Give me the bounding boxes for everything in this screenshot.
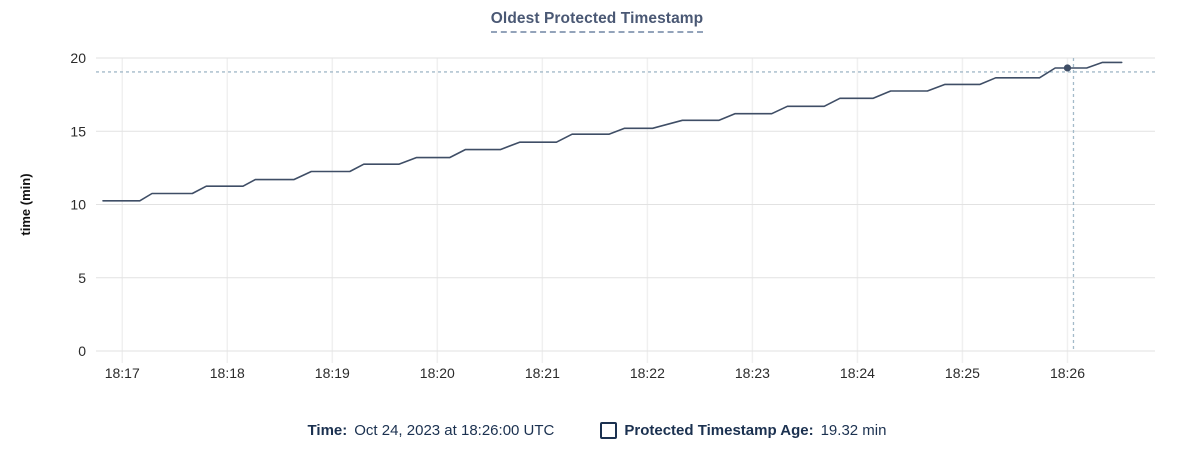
y-axis-tick-label: 10 [70,197,86,213]
x-axis-tick-label: 18:17 [105,365,140,381]
chart-footer-legend: Time: Oct 24, 2023 at 18:26:00 UTC Prote… [0,422,1194,439]
x-axis-tick-label: 18:24 [840,365,875,381]
age-label: Protected Timestamp Age: [624,422,814,439]
legend-item-protected-timestamp-age[interactable]: Protected Timestamp Age: 19.32 min [600,422,886,439]
series-line-protected-timestamp-age [102,61,1123,202]
x-axis-tick-label: 18:25 [945,365,980,381]
hover-data-point-dot [1063,64,1072,72]
x-axis-tick-label: 18:22 [630,365,665,381]
y-axis-label: time (min) [18,173,33,235]
y-axis-tick-label: 20 [70,50,86,66]
x-axis-tick-label: 18:26 [1050,365,1085,381]
legend-checkbox-icon[interactable] [600,422,618,439]
chart-title[interactable]: Oldest Protected Timestamp [490,10,704,33]
age-value: 19.32 min [820,422,887,439]
x-axis-tick-label: 18:21 [525,365,560,381]
chart-title-row: Oldest Protected Timestamp [0,10,1194,33]
time-value: Oct 24, 2023 at 18:26:00 UTC [354,422,555,439]
chart-plot-area[interactable]: 18:17 18:18 18:19 18:20 18:21 18:22 18:23 18:24… [0,0,1194,400]
x-axis-tick-label: 18:20 [420,365,455,381]
y-axis-tick-label: 15 [70,123,86,139]
y-axis-tick-label: 0 [78,343,86,359]
x-axis-tick-label: 18:19 [315,365,350,381]
x-axis-tick-label: 18:23 [735,365,770,381]
x-axis-tick-label: 18:18 [210,365,245,381]
y-axis-tick-label: 5 [78,270,86,286]
time-label: Time: [307,422,348,439]
